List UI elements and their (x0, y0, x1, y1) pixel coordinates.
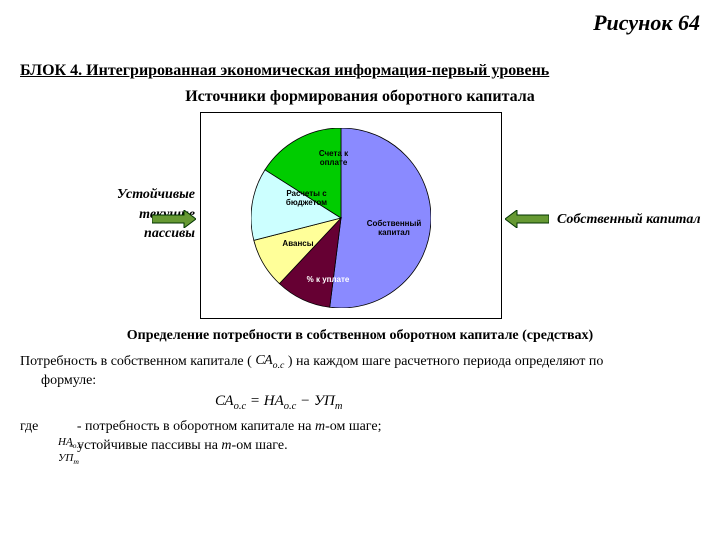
p2-e: -ом шаге. (232, 438, 288, 453)
var-stack: НАо.сУПm (58, 435, 82, 467)
arrow-right-icon (152, 210, 196, 233)
paragraph-2: где - потребность в оборотном капитале н… (20, 418, 700, 456)
definition-heading: Определение потребности в собственном об… (0, 328, 720, 344)
p2-d: - устойчивые пассивы на (69, 438, 221, 453)
formula: САо.с = НАо.с − УПm (215, 392, 342, 414)
pie-slice-label: Расчеты сбюджетом (279, 190, 334, 208)
p2-b: - потребность в оборотном капитале на (77, 419, 315, 434)
paragraph-1: Потребность в собственном капитале ( САо… (20, 352, 700, 391)
pie-slice-label: Собственныйкапитал (359, 220, 429, 238)
pie-chart: Собственныйкапитал % к уплате Авансы Расчет… (200, 112, 502, 319)
pie-slice-label: Авансы (273, 240, 323, 249)
pie-slice-label: % к уплате (303, 276, 353, 285)
arrow-left-icon (505, 210, 549, 233)
step-var-1: m (315, 419, 325, 434)
p2-a: где (20, 419, 38, 434)
pie-slice-label: Счета коплате (311, 150, 356, 168)
p1-c: формуле: (41, 373, 96, 388)
p1-a: Потребность в собственном капитале ( (20, 354, 252, 369)
p1-b: ) на каждом шаге расчетного периода опре… (288, 354, 604, 369)
right-caption: Собственный капитал (557, 212, 717, 228)
step-var-2: m (221, 438, 231, 453)
p2-c: -ом шаге; (325, 419, 381, 434)
subheading: Источники формирования оборотного капита… (0, 88, 720, 106)
figure-number: Рисунок 64 (593, 10, 700, 36)
block-heading: БЛОК 4. Интегрированная экономическая ин… (20, 62, 549, 80)
inline-var: САо.с (255, 352, 284, 372)
